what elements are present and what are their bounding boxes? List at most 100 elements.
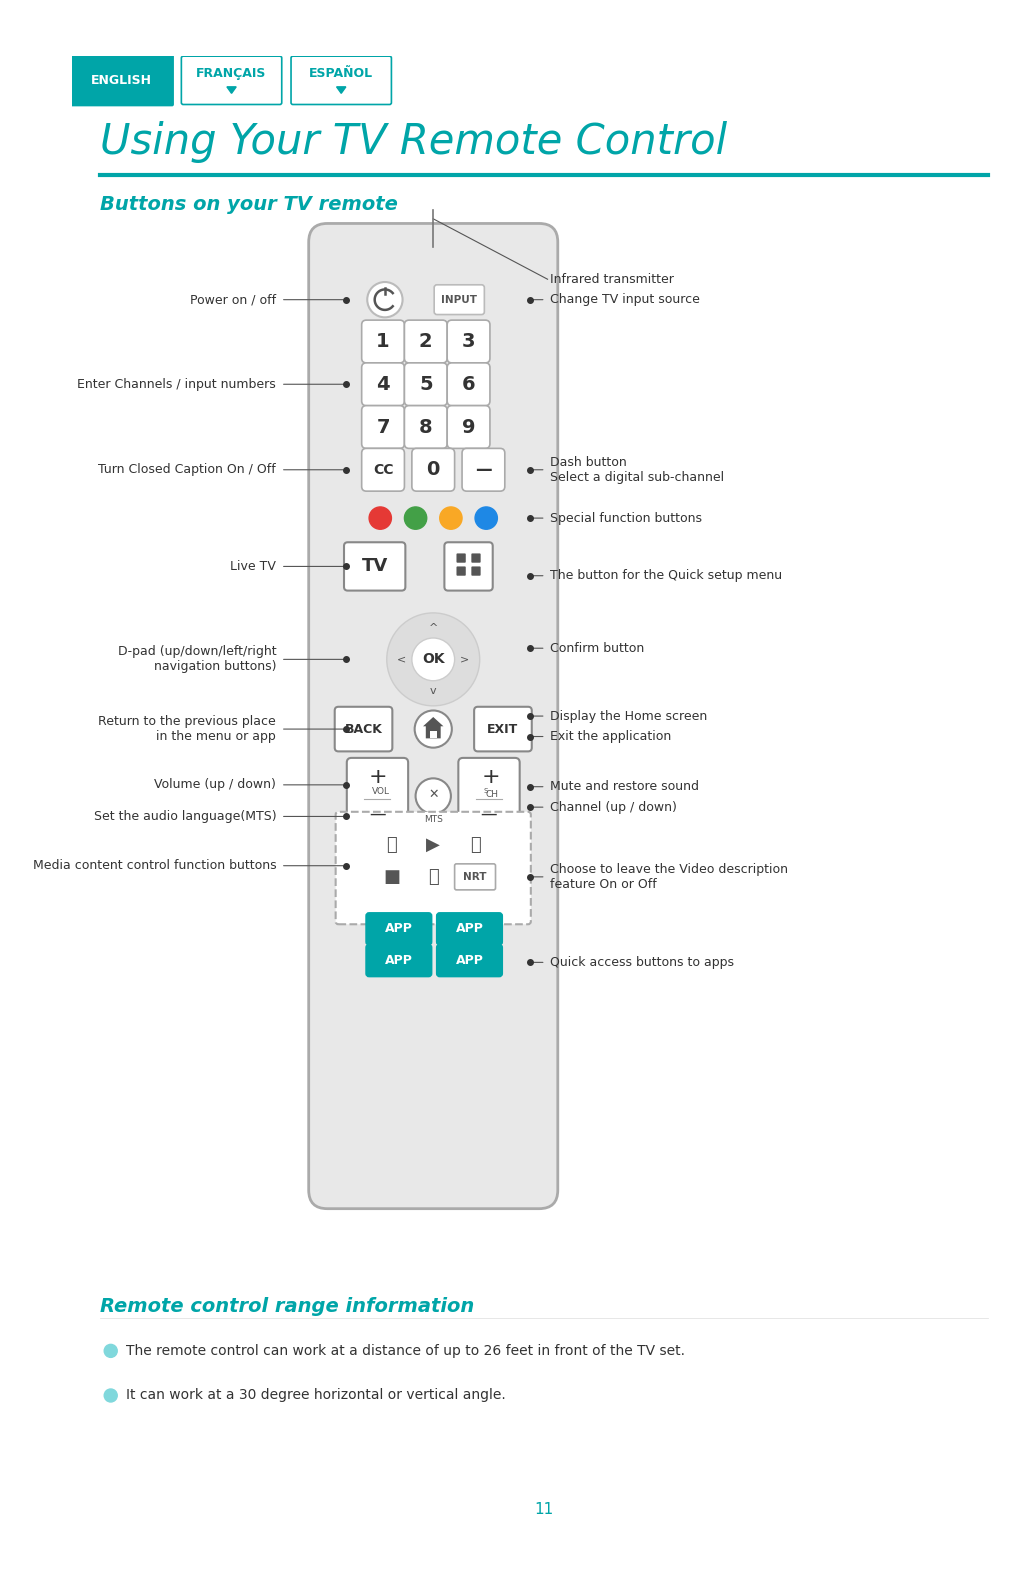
Bar [430, 731, 437, 739]
FancyBboxPatch shape [404, 363, 447, 406]
FancyBboxPatch shape [456, 567, 465, 576]
FancyBboxPatch shape [367, 914, 432, 944]
Circle shape [440, 506, 462, 529]
Text: Quick access buttons to apps: Quick access buttons to apps [551, 955, 735, 970]
FancyBboxPatch shape [444, 543, 493, 591]
Text: v: v [430, 686, 437, 696]
Text: Using Your TV Remote Control: Using Your TV Remote Control [100, 121, 726, 162]
FancyBboxPatch shape [346, 758, 408, 834]
Text: —: — [369, 804, 386, 823]
FancyBboxPatch shape [437, 944, 502, 976]
Text: INPUT: INPUT [441, 295, 478, 304]
Text: 7: 7 [376, 417, 390, 436]
Text: Turn Closed Caption On / Off: Turn Closed Caption On / Off [99, 463, 276, 476]
Text: <: < [397, 654, 406, 664]
Circle shape [367, 282, 402, 317]
Text: ⏮: ⏮ [386, 836, 397, 855]
FancyBboxPatch shape [182, 56, 281, 105]
Text: Buttons on your TV remote: Buttons on your TV remote [100, 196, 397, 215]
Text: FRANÇAIS: FRANÇAIS [196, 67, 267, 80]
Text: Choose to leave the Video description
feature On or Off: Choose to leave the Video description fe… [551, 863, 788, 892]
Text: Enter Channels / input numbers: Enter Channels / input numbers [77, 377, 276, 390]
Text: 2: 2 [419, 333, 433, 350]
Text: 5: 5 [419, 374, 433, 393]
Text: 8: 8 [419, 417, 433, 436]
FancyBboxPatch shape [411, 449, 454, 492]
Text: 0: 0 [427, 460, 440, 479]
Text: ENGLISH: ENGLISH [91, 73, 152, 88]
Polygon shape [423, 716, 443, 739]
Circle shape [105, 1344, 117, 1358]
Text: ESPAÑOL: ESPAÑOL [309, 67, 373, 80]
Text: OK: OK [422, 653, 445, 667]
FancyBboxPatch shape [462, 449, 505, 492]
Text: CH: CH [486, 790, 498, 799]
FancyBboxPatch shape [334, 707, 392, 751]
FancyBboxPatch shape [447, 406, 490, 449]
Text: —: — [481, 804, 497, 823]
Circle shape [369, 506, 391, 529]
Text: 4: 4 [376, 374, 390, 393]
FancyBboxPatch shape [344, 543, 405, 591]
FancyBboxPatch shape [362, 449, 404, 492]
Text: Remote control range information: Remote control range information [100, 1296, 473, 1315]
FancyBboxPatch shape [291, 56, 391, 105]
Text: ■: ■ [383, 868, 400, 885]
FancyBboxPatch shape [362, 363, 404, 406]
Text: ^: ^ [429, 622, 438, 632]
Text: 9: 9 [462, 417, 475, 436]
Text: CC: CC [373, 463, 393, 476]
Circle shape [105, 1388, 117, 1403]
Text: NRT: NRT [463, 872, 487, 882]
Polygon shape [336, 88, 345, 94]
FancyBboxPatch shape [309, 223, 558, 1208]
Text: The remote control can work at a distance of up to 26 feet in front of the TV se: The remote control can work at a distanc… [126, 1344, 685, 1358]
Text: +: + [482, 767, 500, 788]
Text: BACK: BACK [344, 723, 382, 736]
Text: Dash button
Select a digital sub-channel: Dash button Select a digital sub-channel [551, 455, 724, 484]
FancyBboxPatch shape [404, 406, 447, 449]
Polygon shape [227, 88, 236, 94]
Text: ▶: ▶ [427, 836, 440, 855]
Circle shape [415, 710, 452, 748]
Text: Change TV input source: Change TV input source [551, 293, 700, 306]
Circle shape [475, 506, 498, 529]
Text: Power on / off: Power on / off [190, 293, 276, 306]
FancyBboxPatch shape [454, 864, 496, 890]
Circle shape [387, 613, 480, 705]
Text: APP: APP [455, 954, 484, 966]
Text: >: > [460, 654, 469, 664]
Text: Channel (up / down): Channel (up / down) [551, 801, 678, 814]
Text: EXIT: EXIT [488, 723, 518, 736]
Text: Return to the previous place
in the menu or app: Return to the previous place in the menu… [99, 715, 276, 743]
Text: S: S [484, 788, 488, 794]
FancyBboxPatch shape [437, 914, 502, 944]
Text: Mute and restore sound: Mute and restore sound [551, 780, 699, 793]
Text: Live TV: Live TV [231, 560, 276, 573]
Text: ⏸: ⏸ [428, 868, 439, 885]
Text: Special function buttons: Special function buttons [551, 511, 702, 525]
FancyBboxPatch shape [70, 54, 174, 107]
Text: 1: 1 [376, 333, 390, 350]
Text: Confirm button: Confirm button [551, 642, 644, 654]
FancyBboxPatch shape [456, 554, 465, 562]
FancyBboxPatch shape [447, 363, 490, 406]
Text: Media content control function buttons: Media content control function buttons [33, 860, 276, 872]
Text: It can work at a 30 degree horizontal or vertical angle.: It can work at a 30 degree horizontal or… [126, 1388, 505, 1403]
Text: TV: TV [362, 557, 388, 575]
FancyBboxPatch shape [362, 320, 404, 363]
Text: ⏭: ⏭ [469, 836, 481, 855]
FancyBboxPatch shape [458, 758, 519, 834]
FancyBboxPatch shape [471, 567, 481, 576]
Circle shape [404, 506, 427, 529]
Text: APP: APP [385, 954, 412, 966]
FancyBboxPatch shape [434, 285, 485, 315]
FancyBboxPatch shape [335, 812, 530, 925]
Text: 3: 3 [462, 333, 475, 350]
Text: Set the audio language(MTS): Set the audio language(MTS) [93, 810, 276, 823]
Text: D-pad (up/down/left/right
navigation buttons): D-pad (up/down/left/right navigation but… [118, 645, 276, 673]
Text: The button for the Quick setup menu: The button for the Quick setup menu [551, 570, 782, 583]
FancyBboxPatch shape [404, 320, 447, 363]
Text: VOL: VOL [372, 786, 390, 796]
Text: Display the Home screen: Display the Home screen [551, 710, 707, 723]
